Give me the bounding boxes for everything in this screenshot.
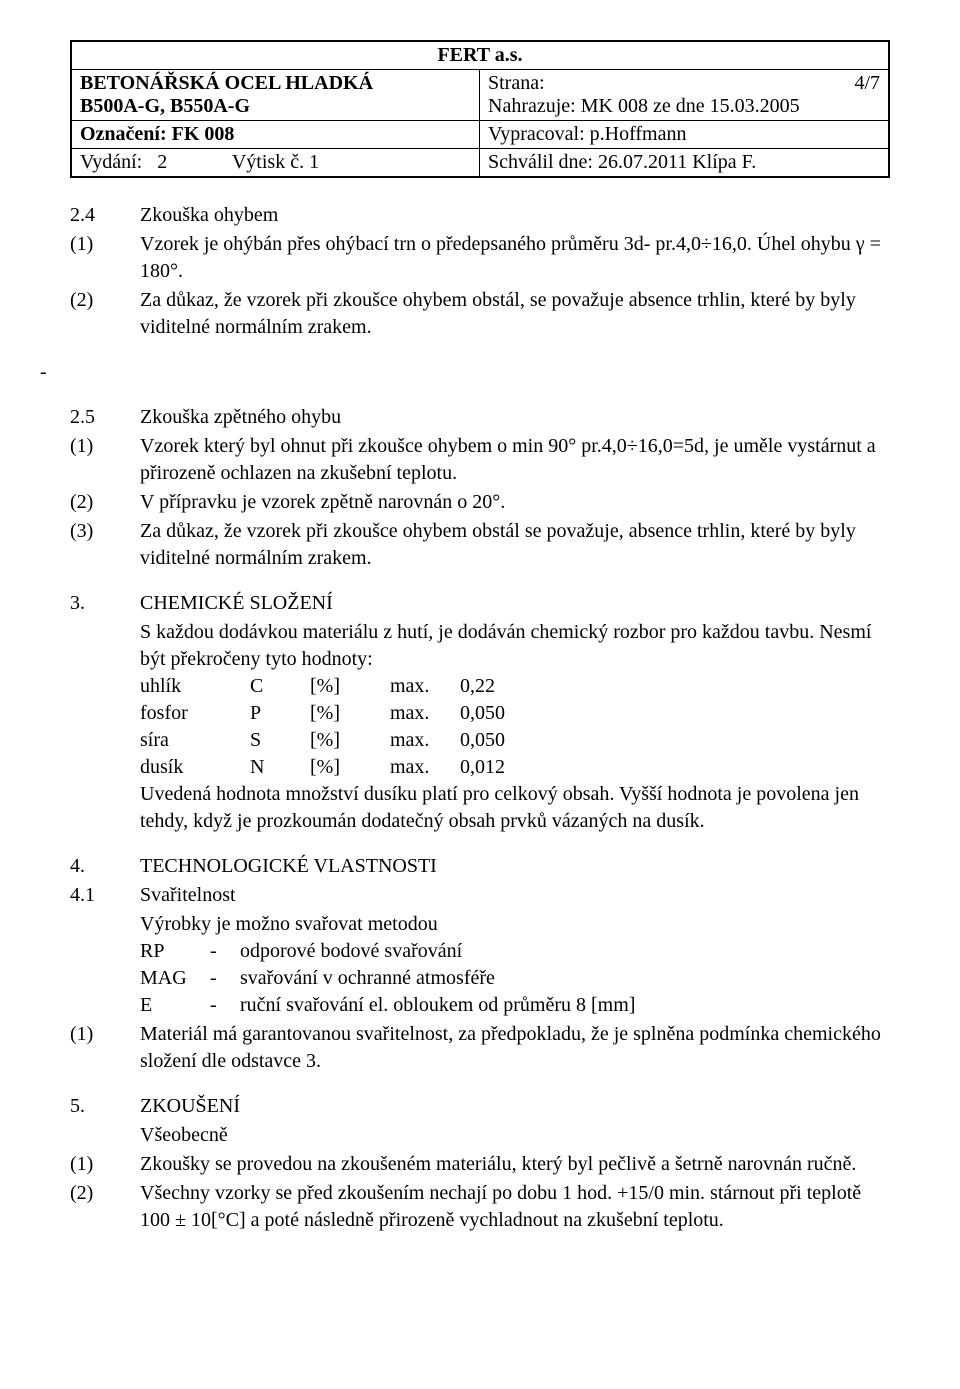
item-num: (1) <box>70 1021 140 1075</box>
chem-symbol: P <box>250 700 310 727</box>
section-intro: S každou dodávkou materiálu z hutí, je d… <box>140 619 890 835</box>
weld-method-row: E - ruční svařování el. obloukem od prům… <box>140 992 890 1019</box>
page-number: 4/7 <box>854 72 880 95</box>
chem-unit: [%] <box>310 673 390 700</box>
section-2-5: 2.5 Zkouška zpětného ohybu (1) Vzorek kt… <box>70 404 890 572</box>
chem-name: fosfor <box>140 700 250 727</box>
chem-max: max. <box>390 673 460 700</box>
replaces-line: Nahrazuje: MK 008 ze dne 15.03.2005 <box>488 95 880 118</box>
table-row: dusík N [%] max. 0,012 <box>140 754 890 781</box>
item-num: (2) <box>70 287 140 341</box>
chem-value: 0,012 <box>460 754 530 781</box>
chem-max: max. <box>390 727 460 754</box>
item-text: Vzorek je ohýbán přes ohýbací trn o před… <box>140 231 890 285</box>
chem-unit: [%] <box>310 727 390 754</box>
item-text: Všechny vzorky se před zkoušením nechají… <box>140 1180 890 1234</box>
chem-name: uhlík <box>140 673 250 700</box>
intro-text: S každou dodávkou materiálu z hutí, je d… <box>140 619 890 673</box>
table-row: fosfor P [%] max. 0,050 <box>140 700 890 727</box>
chem-symbol: N <box>250 754 310 781</box>
chem-max: max. <box>390 700 460 727</box>
weld-method-row: RP - odporové bodové svařování <box>140 938 890 965</box>
prepared-by: Vypracoval: p.Hoffmann <box>480 121 888 148</box>
section-title: TECHNOLOGICKÉ VLASTNOSTI <box>140 853 890 880</box>
weld-desc: svařování v ochranné atmosféře <box>240 965 890 992</box>
document-page: FERT a.s. BETONÁŘSKÁ OCEL HLADKÁ B500A-G… <box>0 0 960 1389</box>
weld-code: MAG <box>140 965 210 992</box>
subsection-num: 4.1 <box>70 882 140 909</box>
item-num: (1) <box>70 231 140 285</box>
weld-code: E <box>140 992 210 1019</box>
item-text: Vzorek který byl ohnut při zkoušce ohybe… <box>140 433 890 487</box>
spacer <box>70 1122 140 1149</box>
subsection-label: Všeobecně <box>140 1122 890 1149</box>
item-num: (2) <box>70 1180 140 1234</box>
section-3: 3. CHEMICKÉ SLOŽENÍ S každou dodávkou ma… <box>70 590 890 835</box>
section-num: 4. <box>70 853 140 880</box>
table-row: uhlík C [%] max. 0,22 <box>140 673 890 700</box>
section-title: CHEMICKÉ SLOŽENÍ <box>140 590 890 617</box>
dash-marker: - <box>40 359 890 386</box>
document-body: 2.4 Zkouška ohybem (1) Vzorek je ohýbán … <box>70 202 890 1234</box>
chem-unit: [%] <box>310 754 390 781</box>
section-5: 5. ZKOUŠENÍ Všeobecně (1) Zkoušky se pro… <box>70 1093 890 1234</box>
item-text: Za důkaz, že vzorek při zkoušce ohybem o… <box>140 287 890 341</box>
header-right-block: Strana: 4/7 Nahrazuje: MK 008 ze dne 15.… <box>480 70 888 120</box>
weld-desc: odporové bodové svařování <box>240 938 890 965</box>
item-num: (1) <box>70 1151 140 1178</box>
designation: Označení: FK 008 <box>72 121 480 148</box>
chemical-table: uhlík C [%] max. 0,22 fosfor P [%] max. … <box>140 673 890 781</box>
document-header: FERT a.s. BETONÁŘSKÁ OCEL HLADKÁ B500A-G… <box>70 40 890 178</box>
chem-name: dusík <box>140 754 250 781</box>
chem-symbol: S <box>250 727 310 754</box>
section-num: 3. <box>70 590 140 617</box>
chem-value: 0,050 <box>460 700 530 727</box>
edition-info: Vydání: 2 Výtisk č. 1 <box>72 149 480 176</box>
section-title: ZKOUŠENÍ <box>140 1093 890 1120</box>
item-num: (2) <box>70 489 140 516</box>
weld-method-row: MAG - svařování v ochranné atmosféře <box>140 965 890 992</box>
section-title: Zkouška ohybem <box>140 202 890 229</box>
spacer <box>70 619 140 835</box>
item-text: V přípravku je vzorek zpětně narovnán o … <box>140 489 890 516</box>
company-name: FERT a.s. <box>72 42 888 69</box>
item-num: (1) <box>70 433 140 487</box>
spacer <box>70 911 140 1019</box>
weld-intro: Výrobky je možno svařovat metodou <box>140 911 890 938</box>
weld-dash: - <box>210 992 240 1019</box>
subsection-body: Výrobky je možno svařovat metodou RP - o… <box>140 911 890 1019</box>
section-num: 2.5 <box>70 404 140 431</box>
item-text: Materiál má garantovanou svařitelnost, z… <box>140 1021 890 1075</box>
section-4: 4. TECHNOLOGICKÉ VLASTNOSTI 4.1 Svařitel… <box>70 853 890 1075</box>
title-line-2: B500A-G, B550A-G <box>80 95 250 117</box>
chem-value: 0,050 <box>460 727 530 754</box>
chem-unit: [%] <box>310 700 390 727</box>
weld-dash: - <box>210 938 240 965</box>
section-num: 2.4 <box>70 202 140 229</box>
chem-symbol: C <box>250 673 310 700</box>
chem-name: síra <box>140 727 250 754</box>
page-label: Strana: <box>488 72 545 95</box>
chem-value: 0,22 <box>460 673 530 700</box>
subsection-title: Svařitelnost <box>140 882 890 909</box>
item-text: Za důkaz, že vzorek při zkoušce ohybem o… <box>140 518 890 572</box>
chem-note: Uvedená hodnota množství dusíku platí pr… <box>140 781 890 835</box>
section-2-4: 2.4 Zkouška ohybem (1) Vzorek je ohýbán … <box>70 202 890 341</box>
title-line-1: BETONÁŘSKÁ OCEL HLADKÁ <box>80 72 373 94</box>
header-title-left: BETONÁŘSKÁ OCEL HLADKÁ B500A-G, B550A-G <box>72 70 480 120</box>
section-num: 5. <box>70 1093 140 1120</box>
item-num: (3) <box>70 518 140 572</box>
approved-by: Schválil dne: 26.07.2011 Klípa F. <box>480 149 888 176</box>
item-text: Zkoušky se provedou na zkoušeném materiá… <box>140 1151 890 1178</box>
table-row: síra S [%] max. 0,050 <box>140 727 890 754</box>
section-title: Zkouška zpětného ohybu <box>140 404 890 431</box>
chem-max: max. <box>390 754 460 781</box>
weld-dash: - <box>210 965 240 992</box>
weld-desc: ruční svařování el. obloukem od průměru … <box>240 992 890 1019</box>
weld-code: RP <box>140 938 210 965</box>
